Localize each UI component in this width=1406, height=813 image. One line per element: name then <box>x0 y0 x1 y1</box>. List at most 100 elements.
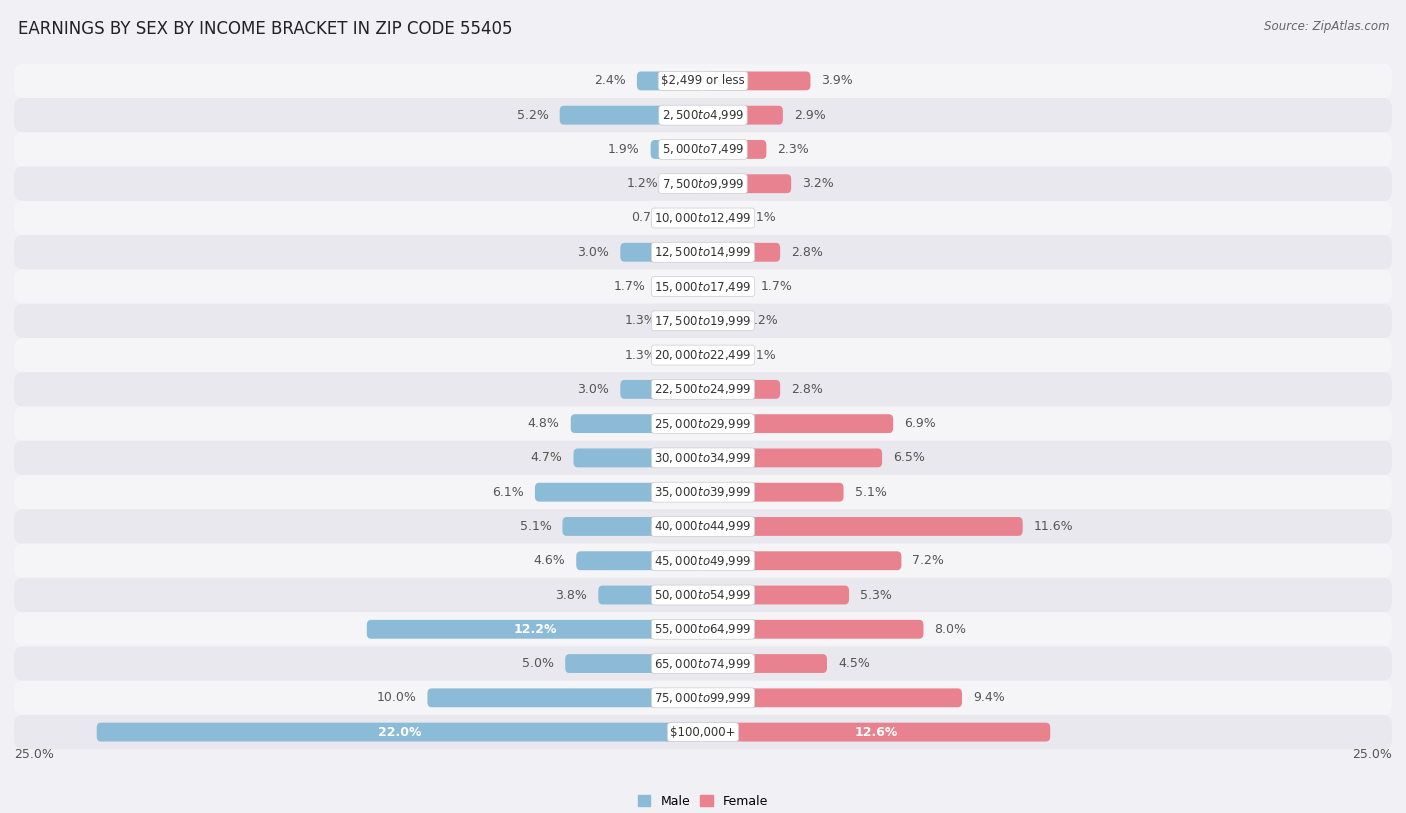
FancyBboxPatch shape <box>534 483 703 502</box>
Text: 10.0%: 10.0% <box>377 691 416 704</box>
Text: 0.75%: 0.75% <box>631 211 671 224</box>
FancyBboxPatch shape <box>14 235 1392 269</box>
Text: 22.0%: 22.0% <box>378 725 422 738</box>
FancyBboxPatch shape <box>14 269 1392 304</box>
Text: 25.0%: 25.0% <box>1353 748 1392 761</box>
Text: 8.0%: 8.0% <box>935 623 966 636</box>
Text: $15,000 to $17,499: $15,000 to $17,499 <box>654 280 752 293</box>
FancyBboxPatch shape <box>637 72 703 90</box>
Text: EARNINGS BY SEX BY INCOME BRACKET IN ZIP CODE 55405: EARNINGS BY SEX BY INCOME BRACKET IN ZIP… <box>18 20 513 38</box>
FancyBboxPatch shape <box>657 277 703 296</box>
Text: $55,000 to $64,999: $55,000 to $64,999 <box>654 622 752 637</box>
FancyBboxPatch shape <box>703 517 1022 536</box>
FancyBboxPatch shape <box>14 63 1392 98</box>
Text: $25,000 to $29,999: $25,000 to $29,999 <box>654 416 752 431</box>
Text: 2.8%: 2.8% <box>792 246 823 259</box>
FancyBboxPatch shape <box>14 680 1392 715</box>
Text: 4.8%: 4.8% <box>527 417 560 430</box>
FancyBboxPatch shape <box>560 106 703 124</box>
FancyBboxPatch shape <box>620 380 703 399</box>
Text: $40,000 to $44,999: $40,000 to $44,999 <box>654 520 752 533</box>
FancyBboxPatch shape <box>14 612 1392 646</box>
Text: 12.6%: 12.6% <box>855 725 898 738</box>
FancyBboxPatch shape <box>14 304 1392 338</box>
Text: 2.9%: 2.9% <box>794 109 825 122</box>
Text: 12.2%: 12.2% <box>513 623 557 636</box>
FancyBboxPatch shape <box>571 414 703 433</box>
FancyBboxPatch shape <box>14 578 1392 612</box>
FancyBboxPatch shape <box>703 654 827 673</box>
Text: 1.9%: 1.9% <box>607 143 640 156</box>
Text: 7.2%: 7.2% <box>912 554 945 567</box>
FancyBboxPatch shape <box>668 346 703 364</box>
Text: $2,499 or less: $2,499 or less <box>661 75 745 88</box>
FancyBboxPatch shape <box>14 133 1392 167</box>
Legend: Male, Female: Male, Female <box>633 789 773 813</box>
FancyBboxPatch shape <box>14 509 1392 544</box>
FancyBboxPatch shape <box>703 380 780 399</box>
Text: 3.0%: 3.0% <box>578 383 609 396</box>
FancyBboxPatch shape <box>565 654 703 673</box>
Text: 1.1%: 1.1% <box>744 211 776 224</box>
FancyBboxPatch shape <box>703 449 882 467</box>
Text: 3.0%: 3.0% <box>578 246 609 259</box>
FancyBboxPatch shape <box>576 551 703 570</box>
FancyBboxPatch shape <box>669 174 703 193</box>
FancyBboxPatch shape <box>703 106 783 124</box>
FancyBboxPatch shape <box>703 585 849 604</box>
FancyBboxPatch shape <box>14 372 1392 406</box>
FancyBboxPatch shape <box>668 311 703 330</box>
FancyBboxPatch shape <box>14 98 1392 133</box>
Text: $100,000+: $100,000+ <box>671 725 735 738</box>
Text: $22,500 to $24,999: $22,500 to $24,999 <box>654 382 752 397</box>
FancyBboxPatch shape <box>367 620 703 639</box>
FancyBboxPatch shape <box>703 140 766 159</box>
Text: 2.4%: 2.4% <box>595 75 626 88</box>
FancyBboxPatch shape <box>703 551 901 570</box>
FancyBboxPatch shape <box>97 723 703 741</box>
FancyBboxPatch shape <box>14 406 1392 441</box>
Text: 2.8%: 2.8% <box>792 383 823 396</box>
FancyBboxPatch shape <box>703 483 844 502</box>
Text: 1.2%: 1.2% <box>747 315 779 328</box>
Text: 5.3%: 5.3% <box>860 589 891 602</box>
Text: $75,000 to $99,999: $75,000 to $99,999 <box>654 691 752 705</box>
Text: 3.2%: 3.2% <box>803 177 834 190</box>
Text: 1.1%: 1.1% <box>744 349 776 362</box>
Text: 1.7%: 1.7% <box>613 280 645 293</box>
Text: $65,000 to $74,999: $65,000 to $74,999 <box>654 657 752 671</box>
Text: $45,000 to $49,999: $45,000 to $49,999 <box>654 554 752 567</box>
Text: $10,000 to $12,499: $10,000 to $12,499 <box>654 211 752 225</box>
FancyBboxPatch shape <box>574 449 703 467</box>
FancyBboxPatch shape <box>703 689 962 707</box>
Text: 1.7%: 1.7% <box>761 280 793 293</box>
Text: $17,500 to $19,999: $17,500 to $19,999 <box>654 314 752 328</box>
FancyBboxPatch shape <box>651 140 703 159</box>
FancyBboxPatch shape <box>14 646 1392 680</box>
FancyBboxPatch shape <box>14 441 1392 475</box>
FancyBboxPatch shape <box>703 243 780 262</box>
FancyBboxPatch shape <box>14 475 1392 509</box>
FancyBboxPatch shape <box>14 715 1392 750</box>
Text: 5.1%: 5.1% <box>855 485 886 498</box>
Text: 5.1%: 5.1% <box>520 520 551 533</box>
FancyBboxPatch shape <box>703 277 749 296</box>
FancyBboxPatch shape <box>703 209 734 228</box>
Text: 6.5%: 6.5% <box>893 451 925 464</box>
FancyBboxPatch shape <box>562 517 703 536</box>
Text: $2,500 to $4,999: $2,500 to $4,999 <box>662 108 744 122</box>
FancyBboxPatch shape <box>703 346 734 364</box>
Text: $20,000 to $22,499: $20,000 to $22,499 <box>654 348 752 362</box>
Text: 9.4%: 9.4% <box>973 691 1005 704</box>
Text: 1.2%: 1.2% <box>627 177 659 190</box>
Text: 4.7%: 4.7% <box>530 451 562 464</box>
Text: 3.8%: 3.8% <box>555 589 588 602</box>
FancyBboxPatch shape <box>703 414 893 433</box>
FancyBboxPatch shape <box>620 243 703 262</box>
FancyBboxPatch shape <box>703 620 924 639</box>
Text: $12,500 to $14,999: $12,500 to $14,999 <box>654 246 752 259</box>
Text: $35,000 to $39,999: $35,000 to $39,999 <box>654 485 752 499</box>
FancyBboxPatch shape <box>682 209 703 228</box>
Text: 25.0%: 25.0% <box>14 748 53 761</box>
Text: 1.3%: 1.3% <box>624 349 657 362</box>
